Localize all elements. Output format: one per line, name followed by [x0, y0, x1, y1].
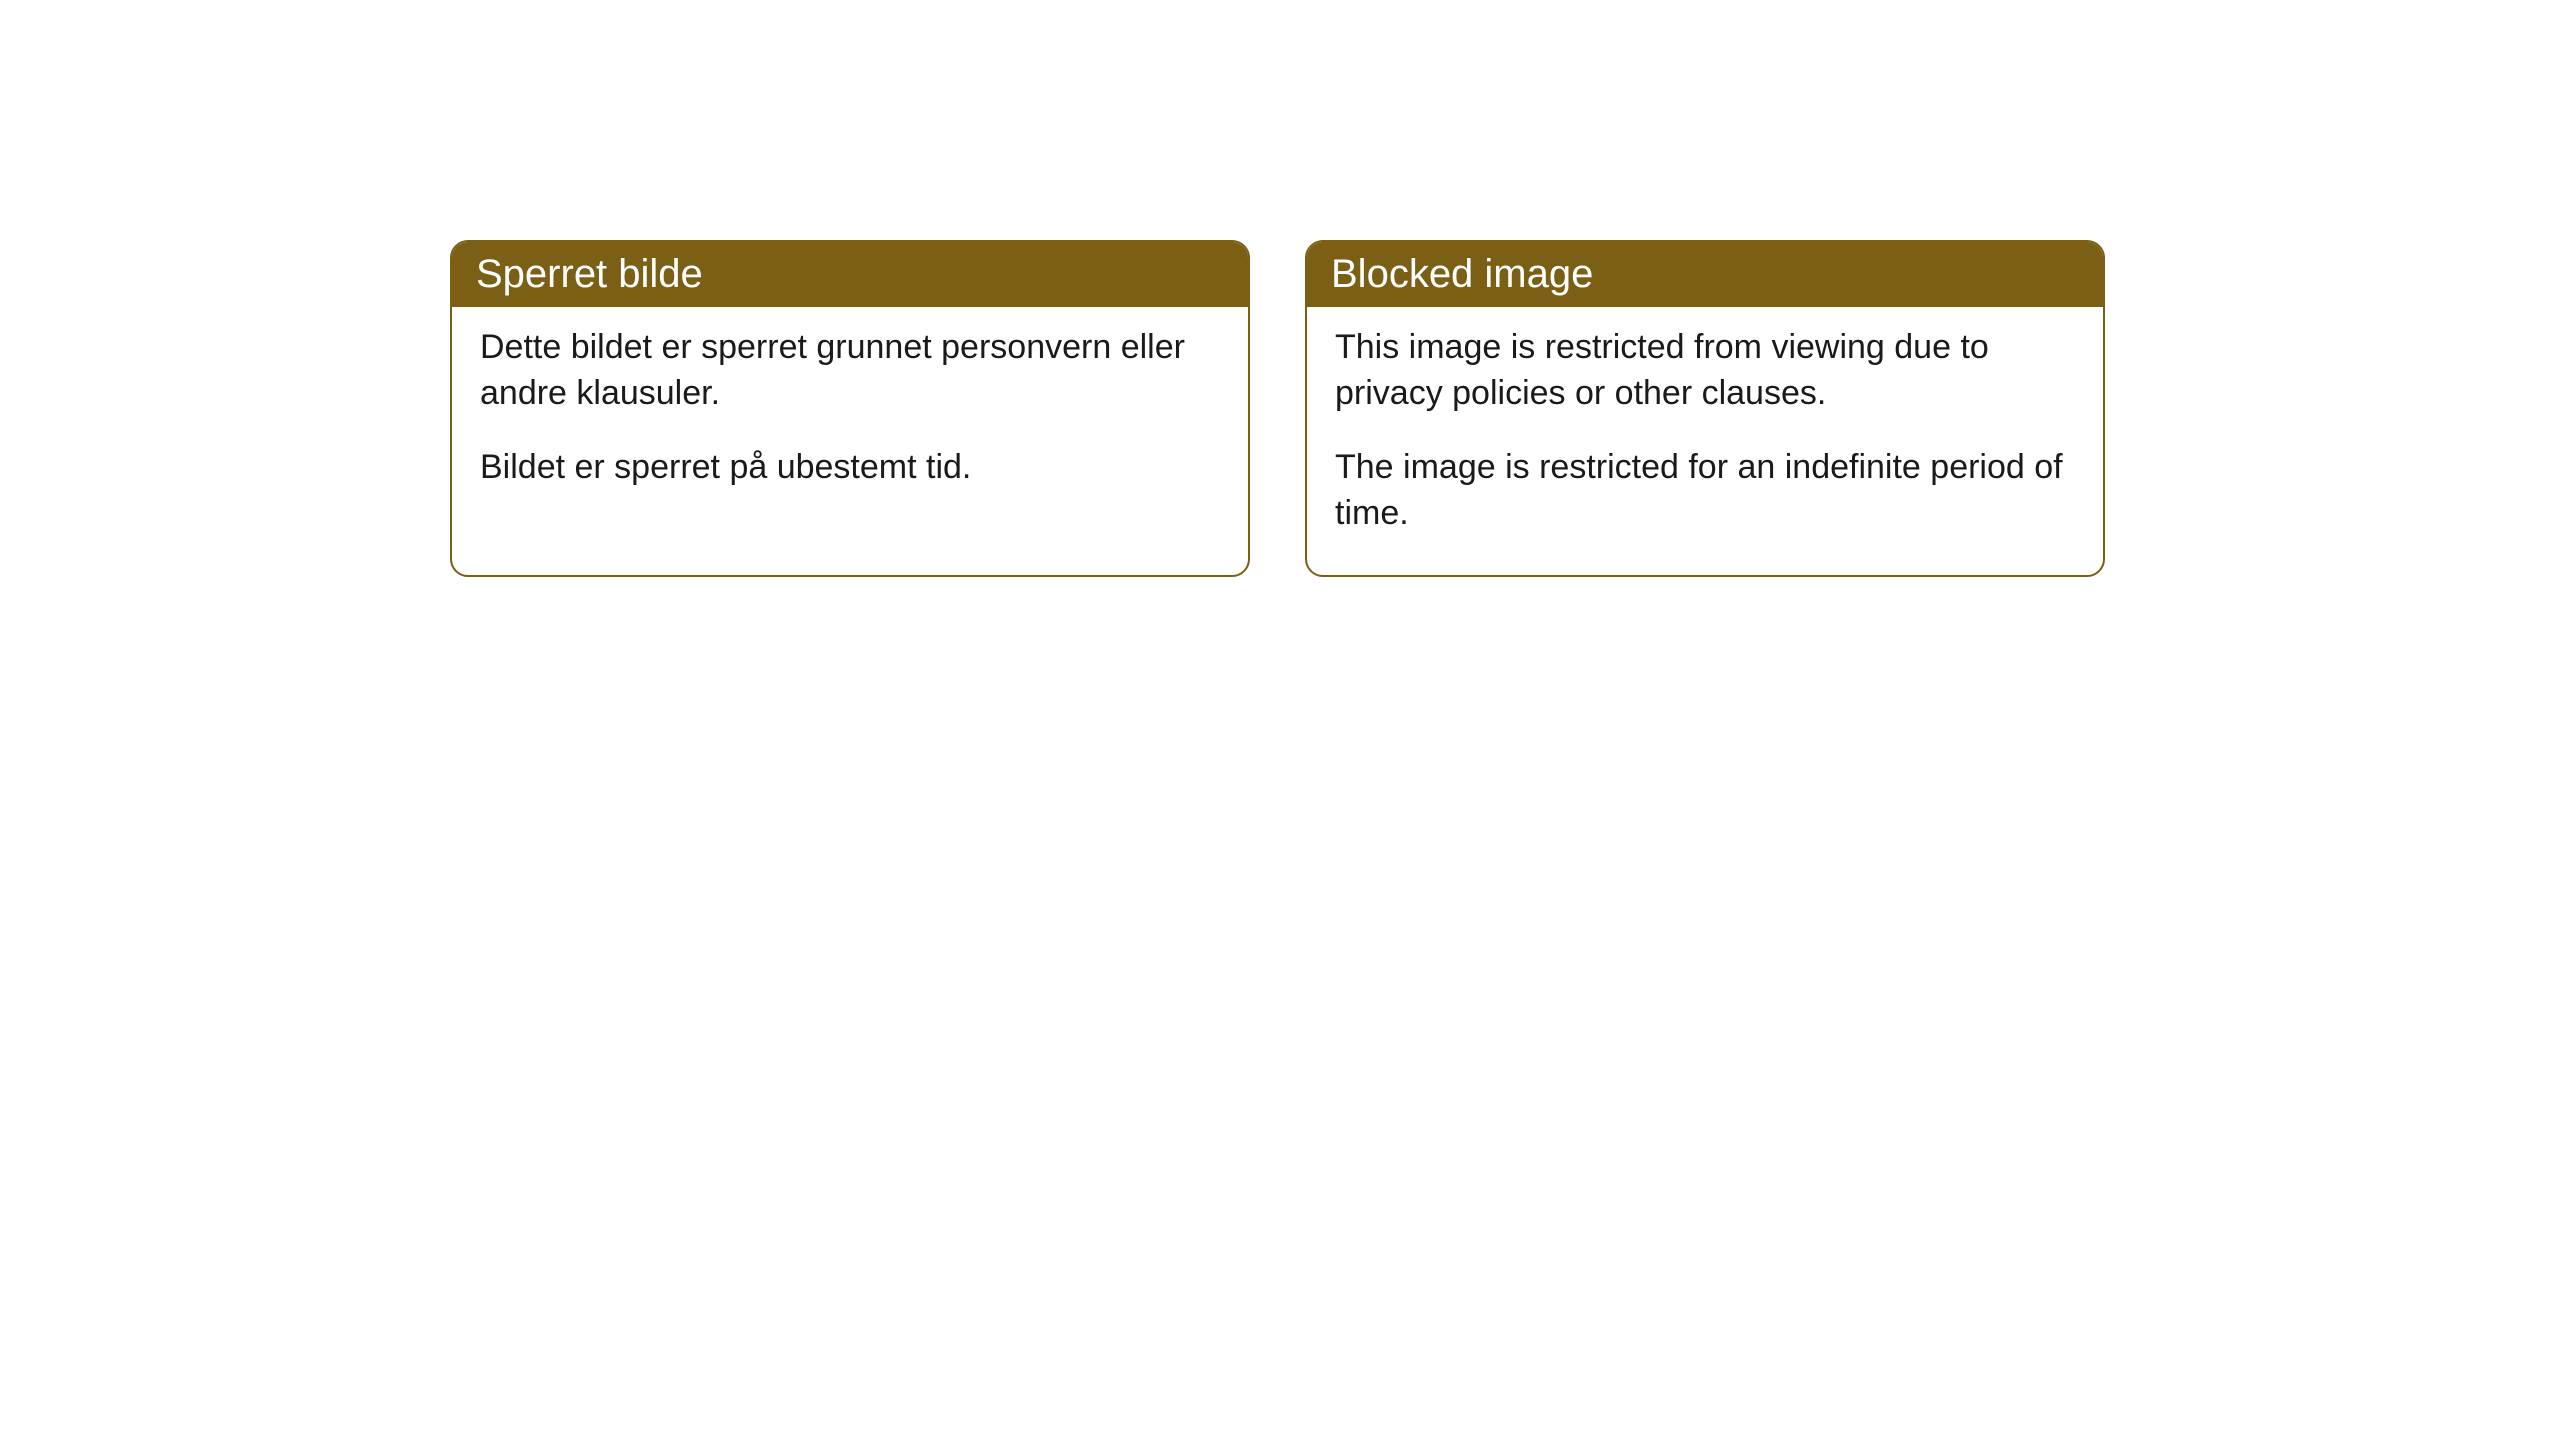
card-header-no: Sperret bilde [452, 242, 1248, 307]
blocked-image-card-no: Sperret bilde Dette bildet er sperret gr… [450, 240, 1250, 577]
notice-cards-container: Sperret bilde Dette bildet er sperret gr… [450, 240, 2105, 577]
card-paragraph: The image is restricted for an indefinit… [1335, 445, 2075, 537]
card-paragraph: This image is restricted from viewing du… [1335, 325, 2075, 417]
card-header-en: Blocked image [1307, 242, 2103, 307]
card-paragraph: Bildet er sperret på ubestemt tid. [480, 445, 1220, 491]
card-body-en: This image is restricted from viewing du… [1307, 307, 2103, 575]
card-body-no: Dette bildet er sperret grunnet personve… [452, 307, 1248, 529]
blocked-image-card-en: Blocked image This image is restricted f… [1305, 240, 2105, 577]
card-paragraph: Dette bildet er sperret grunnet personve… [480, 325, 1220, 417]
